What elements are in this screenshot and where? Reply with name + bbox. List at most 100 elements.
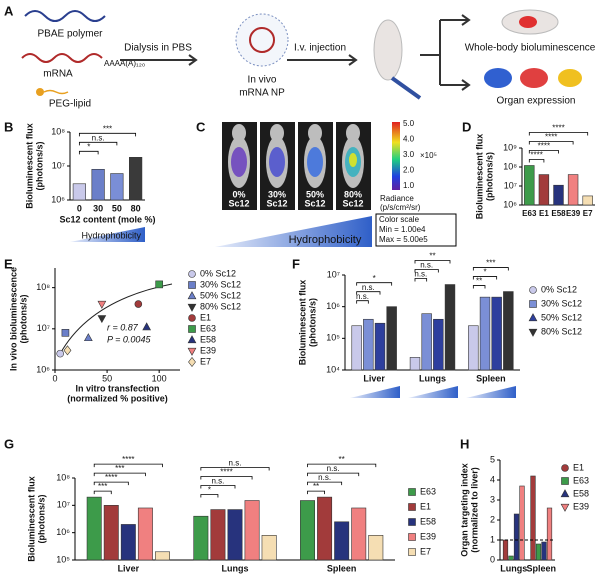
bar <box>244 500 260 561</box>
hydrophobicity-wedge <box>408 386 458 398</box>
significance-bracket <box>356 282 393 286</box>
legend-marker <box>187 291 197 300</box>
significance-label: n.s. <box>356 292 369 301</box>
significance-label: n.s. <box>327 464 340 473</box>
legend-marker <box>187 335 197 344</box>
color-scale-text: Max = 5.00e5 <box>379 235 428 244</box>
color-scale-text: Color scale <box>379 215 420 224</box>
mouse-signal <box>307 147 323 177</box>
arrow <box>287 54 358 66</box>
legend-label: E1 <box>200 312 211 322</box>
y-tick-label: 10⁶ <box>326 301 340 311</box>
point <box>134 300 143 308</box>
legend-marker <box>187 303 197 312</box>
x-tick-label: Liver <box>363 373 385 383</box>
legend-label: E39 <box>420 531 436 541</box>
significance-label: *** <box>98 482 107 491</box>
x-tick-label: Lungs <box>500 563 527 573</box>
nanoparticle-icon <box>235 13 289 67</box>
annotation: r = 0.87 <box>107 322 139 332</box>
significance-label: **** <box>538 142 550 151</box>
bar <box>334 521 350 561</box>
y-tick-label: 2 <box>490 514 495 524</box>
panel-label: C <box>196 119 206 134</box>
significance-bracket <box>200 494 219 498</box>
bar <box>386 306 397 371</box>
significance-bracket <box>528 141 574 145</box>
legend-marker <box>561 464 569 472</box>
significance-bracket <box>307 490 325 495</box>
mouse-label: 30% <box>268 189 286 199</box>
panel-label: F <box>292 256 300 271</box>
bar <box>363 318 374 371</box>
significance-bracket <box>472 285 486 289</box>
lipid-label: PEG-lipid <box>49 99 91 110</box>
legend-label: E1 <box>420 501 431 511</box>
mouse-label: 80% <box>344 189 362 199</box>
legend-label: E7 <box>420 546 431 556</box>
y-tick-label: 10⁸ <box>36 282 50 292</box>
bar <box>91 168 105 201</box>
significance-label: **** <box>530 151 542 160</box>
significance-label: * <box>373 274 376 283</box>
significance-bracket <box>414 260 451 264</box>
significance-bracket <box>307 463 377 468</box>
significance-bracket <box>472 276 498 280</box>
bar <box>491 296 502 371</box>
point <box>56 349 65 358</box>
significance-label: n.s. <box>362 283 375 292</box>
y-axis-label: In vivo bioluminescence <box>8 267 18 371</box>
y-tick-label: 10⁶ <box>503 199 517 209</box>
mouse-label: Sc12 <box>228 198 249 208</box>
bar <box>193 515 209 561</box>
polymer-label: PBAE polymer <box>37 29 103 40</box>
legend-marker <box>528 313 538 322</box>
significance-label: n.s. <box>318 473 331 482</box>
bar <box>154 551 170 561</box>
legend-marker <box>529 286 537 294</box>
significance-label: * <box>208 486 211 495</box>
bar <box>508 555 514 561</box>
significance-bracket <box>93 472 146 477</box>
panel-a: A PBAE polymer AAAA(A)₁₂₀ mRNA PEG-lipid… <box>4 3 596 109</box>
x-tick-label: Liver <box>118 563 140 573</box>
bar <box>137 507 153 561</box>
bar <box>368 535 384 561</box>
panel-label: D <box>462 119 471 134</box>
y-tick-label: 5 <box>490 454 495 464</box>
point <box>155 280 163 289</box>
bar <box>535 543 542 561</box>
legend-marker <box>560 503 570 512</box>
colorbar-label: Radiance <box>380 194 414 203</box>
branch-arrow <box>420 14 471 91</box>
y-axis-label: (normalized to liver) <box>469 467 479 553</box>
x-tick-label: 30 <box>93 203 103 213</box>
y-tick-label: 10⁹ <box>503 142 517 152</box>
significance-bracket <box>200 467 270 471</box>
significance-bracket <box>93 490 112 495</box>
bar <box>513 513 520 561</box>
y-tick-label: 10⁷ <box>504 180 517 190</box>
x-tick-label: 0 <box>52 373 57 383</box>
significance-bracket <box>307 481 343 486</box>
legend-label: E39 <box>200 345 216 355</box>
point <box>142 322 152 331</box>
significance-bracket <box>528 150 559 154</box>
significance-label: n.s. <box>420 261 433 270</box>
y-axis-label: Bioluminescent flux <box>297 280 307 366</box>
legend-marker <box>529 300 537 308</box>
bar <box>582 195 593 206</box>
significance-label: n.s. <box>92 133 105 142</box>
legend-marker <box>560 489 570 498</box>
y-axis-label: (photons/s) <box>307 298 317 347</box>
legend-label: E39 <box>573 501 589 511</box>
significance-bracket <box>78 150 99 155</box>
hydrophobicity-wedge <box>70 227 145 242</box>
mouse-label: Sc12 <box>304 198 325 208</box>
bar <box>530 475 536 561</box>
point <box>63 345 72 356</box>
legend-marker <box>561 477 569 485</box>
legend-marker <box>188 356 196 368</box>
nanoparticle-label: mRNA NP <box>239 88 285 99</box>
